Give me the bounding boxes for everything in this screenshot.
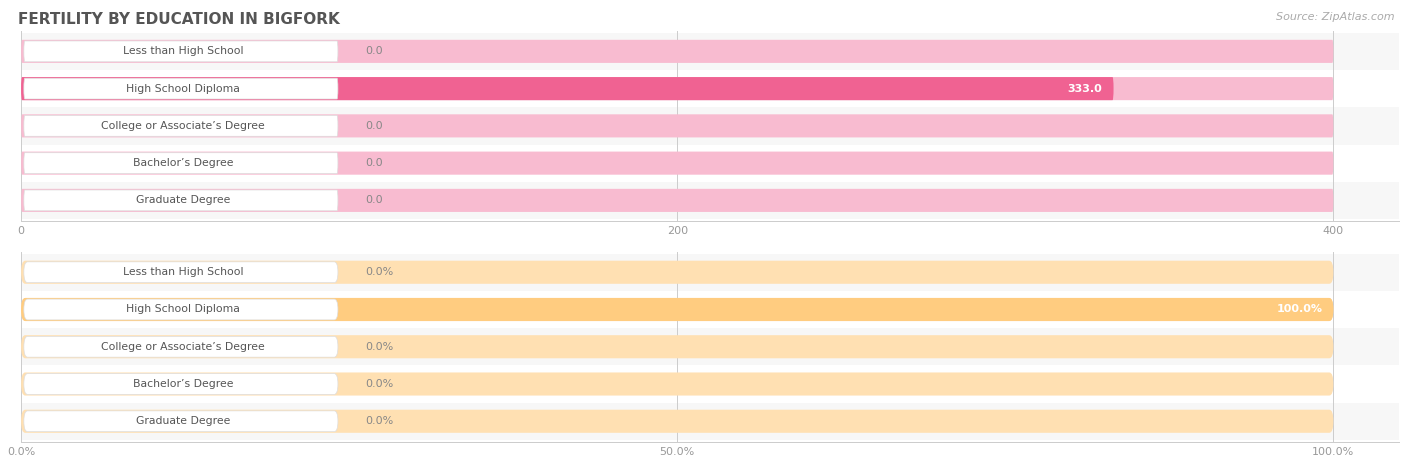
FancyBboxPatch shape [21, 365, 1399, 403]
Text: 333.0: 333.0 [1067, 84, 1102, 94]
FancyBboxPatch shape [21, 70, 1399, 107]
Text: FERTILITY BY EDUCATION IN BIGFORK: FERTILITY BY EDUCATION IN BIGFORK [18, 12, 340, 27]
FancyBboxPatch shape [24, 336, 337, 357]
FancyBboxPatch shape [21, 40, 1333, 63]
FancyBboxPatch shape [24, 190, 337, 211]
FancyBboxPatch shape [21, 33, 1399, 70]
FancyBboxPatch shape [21, 77, 1333, 100]
Text: Less than High School: Less than High School [122, 47, 243, 57]
FancyBboxPatch shape [24, 153, 337, 173]
FancyBboxPatch shape [21, 152, 1333, 175]
FancyBboxPatch shape [21, 77, 1114, 100]
Text: Bachelor’s Degree: Bachelor’s Degree [132, 379, 233, 389]
FancyBboxPatch shape [21, 410, 1333, 433]
FancyBboxPatch shape [24, 411, 337, 432]
Text: High School Diploma: High School Diploma [127, 304, 240, 314]
FancyBboxPatch shape [21, 298, 1333, 321]
FancyBboxPatch shape [21, 254, 1399, 291]
FancyBboxPatch shape [21, 291, 1399, 328]
Text: Source: ZipAtlas.com: Source: ZipAtlas.com [1277, 12, 1395, 22]
Text: 0.0%: 0.0% [366, 379, 394, 389]
FancyBboxPatch shape [21, 328, 1399, 365]
Text: 0.0: 0.0 [366, 121, 384, 131]
FancyBboxPatch shape [21, 107, 1399, 144]
FancyBboxPatch shape [24, 41, 337, 62]
FancyBboxPatch shape [24, 262, 337, 283]
FancyBboxPatch shape [21, 335, 1333, 358]
FancyBboxPatch shape [24, 78, 337, 99]
FancyBboxPatch shape [24, 299, 337, 320]
FancyBboxPatch shape [21, 182, 1399, 219]
FancyBboxPatch shape [21, 403, 1399, 440]
Text: 0.0: 0.0 [366, 195, 384, 205]
FancyBboxPatch shape [21, 114, 1333, 137]
Text: 0.0%: 0.0% [366, 342, 394, 352]
Text: Graduate Degree: Graduate Degree [136, 416, 231, 426]
FancyBboxPatch shape [21, 144, 1399, 182]
Text: College or Associate’s Degree: College or Associate’s Degree [101, 121, 264, 131]
FancyBboxPatch shape [24, 115, 337, 136]
Text: 0.0%: 0.0% [366, 416, 394, 426]
Text: Less than High School: Less than High School [122, 267, 243, 277]
FancyBboxPatch shape [21, 298, 1333, 321]
Text: 0.0%: 0.0% [366, 267, 394, 277]
Text: 0.0: 0.0 [366, 47, 384, 57]
Text: 100.0%: 100.0% [1277, 304, 1322, 314]
Text: High School Diploma: High School Diploma [127, 84, 240, 94]
FancyBboxPatch shape [21, 189, 1333, 212]
FancyBboxPatch shape [24, 374, 337, 394]
Text: College or Associate’s Degree: College or Associate’s Degree [101, 342, 264, 352]
Text: Graduate Degree: Graduate Degree [136, 195, 231, 205]
Text: Bachelor’s Degree: Bachelor’s Degree [132, 158, 233, 168]
Text: 0.0: 0.0 [366, 158, 384, 168]
FancyBboxPatch shape [21, 261, 1333, 284]
FancyBboxPatch shape [21, 372, 1333, 396]
